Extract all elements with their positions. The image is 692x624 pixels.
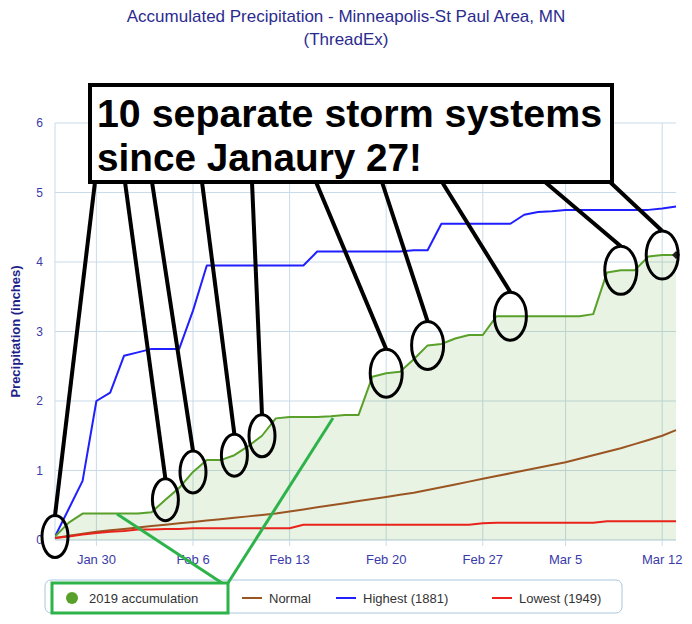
callout-ellipse	[412, 321, 444, 369]
callout-ellipse	[494, 292, 526, 340]
y-tick-label: 4	[36, 255, 43, 269]
callout-line	[382, 182, 428, 321]
x-tick	[565, 540, 566, 546]
x-tick-label: Mar 12	[642, 552, 682, 567]
legend-symbol	[242, 597, 262, 599]
callout-ellipse	[42, 516, 68, 558]
callout-line	[202, 182, 234, 434]
legend-label: Highest (1881)	[363, 591, 448, 606]
x-tick	[662, 540, 663, 546]
x-tick	[96, 540, 97, 546]
callout-line	[55, 182, 95, 516]
callout-line	[545, 182, 621, 246]
grid-line	[55, 262, 676, 263]
callout-ellipse	[605, 246, 637, 294]
callout-line	[610, 182, 662, 231]
callout-ellipse	[180, 451, 206, 493]
chart: Accumulated Precipitation - Minneapolis-…	[0, 0, 692, 624]
annotation-box	[90, 85, 612, 182]
x-tick	[482, 540, 483, 546]
legend-label: 2019 accumulation	[89, 591, 198, 606]
x-tick	[386, 540, 387, 546]
series-line	[55, 430, 676, 538]
x-tick-label: Feb 27	[463, 552, 503, 567]
x-tick-label: Feb 20	[366, 552, 406, 567]
legend-symbol	[492, 597, 512, 599]
highlight-box	[52, 583, 228, 613]
subtitle: (ThreadEx)	[303, 30, 388, 49]
callout-ellipse	[646, 231, 678, 279]
x-tick	[193, 540, 194, 546]
annotation-text: since Janaury 27!	[97, 137, 422, 179]
legend-label: Normal	[269, 591, 311, 606]
callout-ellipse	[249, 415, 275, 457]
y-tick-label: 1	[36, 464, 43, 478]
legend-label: Lowest (1949)	[519, 591, 601, 606]
x-tick-label: Feb 13	[269, 552, 309, 567]
y-tick-label: 3	[36, 325, 43, 339]
y-tick-label: 6	[36, 116, 43, 130]
legend-frame	[45, 580, 622, 613]
callout-line	[152, 182, 193, 451]
highlight-pointer	[117, 514, 222, 583]
legend: 2019 accumulation Normal Highest (1881) Low…	[45, 580, 622, 613]
annotation-text: 10 separate storm systems	[97, 93, 602, 135]
callout-ellipse	[370, 349, 402, 397]
callout-line	[316, 182, 386, 349]
callout-line	[252, 182, 262, 415]
plot-area	[55, 206, 676, 540]
title: Accumulated Precipitation - Minneapolis-…	[127, 7, 565, 26]
callout-ellipse	[152, 479, 178, 521]
y-axis	[55, 123, 56, 540]
x-tick	[289, 540, 290, 546]
y-tick-label: 5	[36, 186, 43, 200]
grid-line	[55, 192, 676, 193]
x-tick-label: Mar 5	[549, 552, 582, 567]
series-line	[55, 206, 676, 536]
legend-symbol	[66, 592, 78, 604]
y-axis-label: Precipitation (inches)	[8, 265, 23, 397]
callout-line	[442, 182, 510, 292]
callout-ellipse	[221, 434, 247, 476]
x-tick-label: Jan 30	[77, 552, 116, 567]
y-tick-label: 2	[36, 394, 43, 408]
legend-symbol	[336, 597, 356, 599]
